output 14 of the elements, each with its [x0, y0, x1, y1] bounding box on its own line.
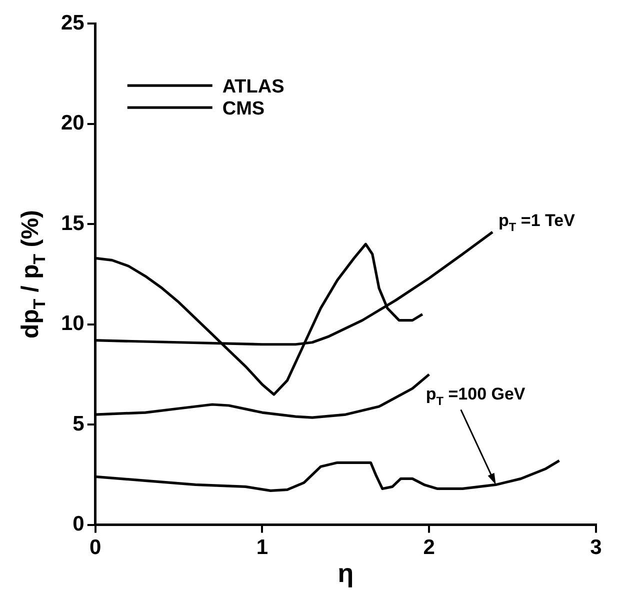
y-tick-label: 20	[61, 112, 84, 135]
y-tick-label: 5	[72, 412, 85, 436]
y-tick-label: 25	[61, 11, 85, 34]
y-tick-label: 10	[61, 312, 84, 336]
x-tick-label: 3	[590, 536, 602, 560]
x-tick-label: 1	[256, 536, 268, 560]
y-axis-title: dpT / pT (%)	[17, 210, 50, 338]
legend-label: ATLAS	[222, 76, 284, 98]
x-axis-title: η	[338, 558, 354, 588]
y-tick-label: 0	[72, 512, 84, 536]
y-tick-label: 15	[61, 212, 85, 235]
legend-label: CMS	[222, 98, 265, 120]
x-tick-label: 0	[90, 536, 102, 560]
x-tick-label: 2	[423, 536, 435, 560]
